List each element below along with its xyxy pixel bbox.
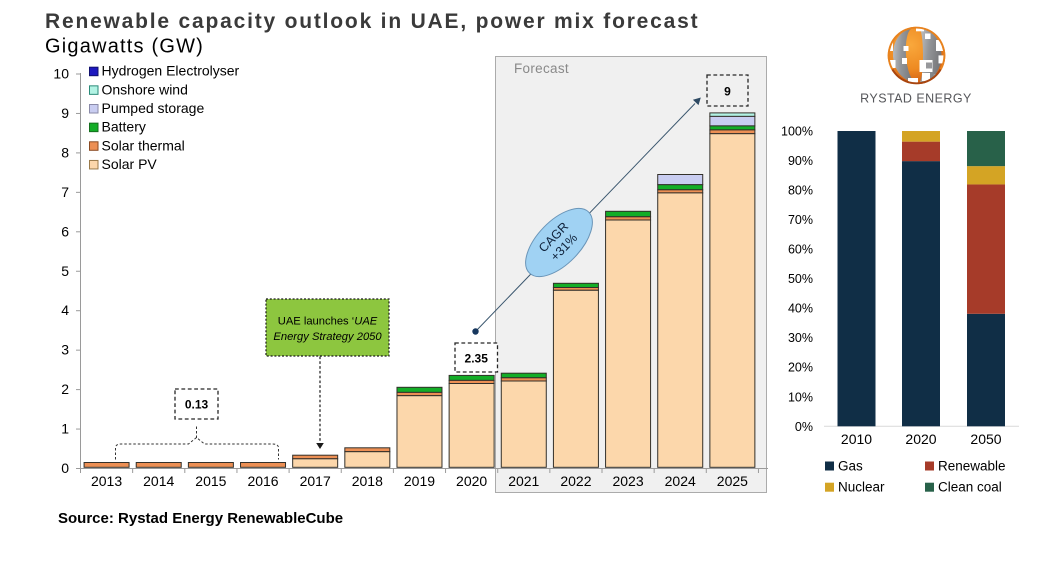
svg-text:Nuclear: Nuclear [838, 480, 885, 495]
svg-text:2015: 2015 [195, 473, 226, 489]
svg-text:Pumped storage: Pumped storage [102, 100, 205, 116]
svg-text:Renewable capacity outlook in: Renewable capacity outlook in UAE, power… [45, 10, 699, 33]
svg-text:Renewable: Renewable [938, 459, 1006, 474]
svg-text:2024: 2024 [665, 473, 696, 489]
svg-text:6: 6 [61, 223, 69, 239]
svg-text:60%: 60% [788, 243, 813, 257]
svg-text:8: 8 [61, 144, 69, 160]
svg-text:Solar PV: Solar PV [102, 156, 158, 172]
svg-text:2023: 2023 [612, 473, 643, 489]
svg-text:2022: 2022 [560, 473, 591, 489]
svg-text:Battery: Battery [102, 119, 146, 135]
svg-text:Hydrogen Electrolyser: Hydrogen Electrolyser [102, 63, 240, 79]
svg-text:2019: 2019 [404, 473, 435, 489]
svg-text:2025: 2025 [717, 473, 748, 489]
svg-text:2.35: 2.35 [465, 352, 489, 366]
svg-text:RYSTAD ENERGY: RYSTAD ENERGY [860, 92, 972, 106]
svg-text:Gigawatts (GW): Gigawatts (GW) [45, 36, 204, 58]
svg-text:1: 1 [61, 421, 69, 437]
svg-text:40%: 40% [788, 302, 813, 316]
svg-text:2017: 2017 [300, 473, 331, 489]
svg-text:2013: 2013 [91, 473, 122, 489]
svg-text:0: 0 [61, 460, 69, 476]
svg-text:2020: 2020 [905, 431, 936, 447]
svg-text:2: 2 [61, 381, 69, 397]
svg-text:9: 9 [61, 105, 69, 121]
svg-text:0.13: 0.13 [185, 398, 209, 412]
svg-text:80%: 80% [788, 184, 813, 198]
svg-text:9: 9 [724, 85, 731, 99]
svg-text:2020: 2020 [456, 473, 487, 489]
svg-text:2016: 2016 [247, 473, 278, 489]
svg-text:10%: 10% [788, 390, 813, 404]
svg-text:Clean coal: Clean coal [938, 480, 1002, 495]
svg-text:2050: 2050 [970, 431, 1001, 447]
svg-text:70%: 70% [788, 213, 813, 227]
svg-text:2014: 2014 [143, 473, 174, 489]
svg-text:UAE launches ‘UAE: UAE launches ‘UAE [278, 316, 378, 328]
svg-text:7: 7 [61, 184, 69, 200]
svg-text:Energy Strategy 2050: Energy Strategy 2050 [273, 331, 382, 343]
svg-text:20%: 20% [788, 361, 813, 375]
svg-text:30%: 30% [788, 331, 813, 345]
svg-text:3: 3 [61, 342, 69, 358]
svg-text:2021: 2021 [508, 473, 539, 489]
svg-text:100%: 100% [781, 125, 813, 139]
svg-text:5: 5 [61, 263, 69, 279]
svg-text:Forecast: Forecast [514, 61, 569, 76]
svg-text:50%: 50% [788, 272, 813, 286]
svg-text:90%: 90% [788, 154, 813, 168]
svg-text:Source: Rystad Energy Renewabl: Source: Rystad Energy RenewableCube [58, 510, 343, 527]
svg-text:Solar thermal: Solar thermal [102, 137, 185, 153]
svg-text:2018: 2018 [352, 473, 383, 489]
svg-text:0%: 0% [795, 420, 813, 434]
svg-text:10: 10 [53, 66, 69, 82]
svg-text:2010: 2010 [841, 431, 872, 447]
svg-text:Gas: Gas [838, 459, 863, 474]
svg-text:Onshore wind: Onshore wind [102, 81, 188, 97]
svg-text:4: 4 [61, 302, 69, 318]
